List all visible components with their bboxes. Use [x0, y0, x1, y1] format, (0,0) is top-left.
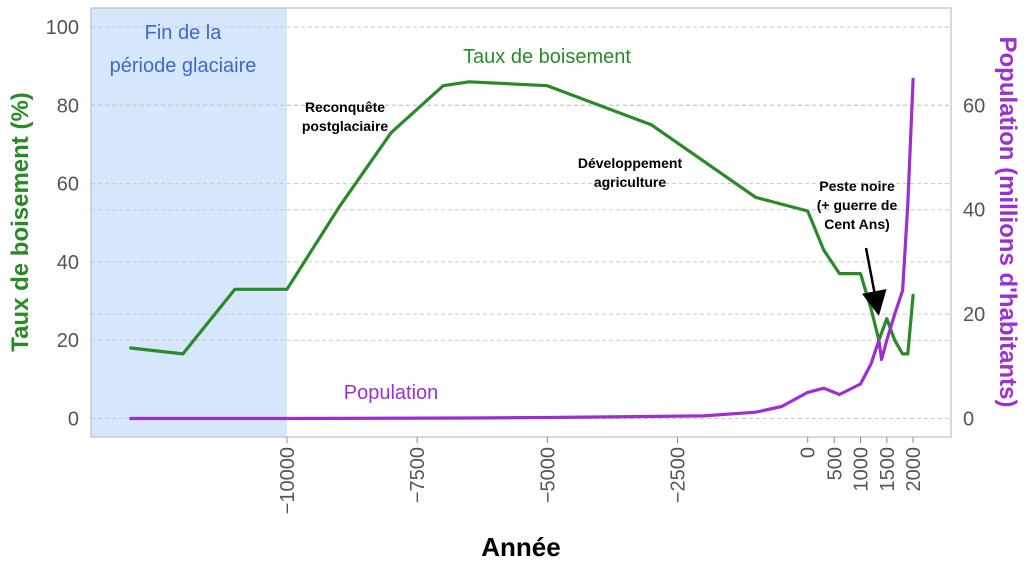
x-tick-label: 0 — [798, 447, 820, 458]
y-left-axis-title: Taux de boisement (%) — [7, 92, 34, 352]
y-left-tick-label: 0 — [68, 409, 79, 431]
y-right-tick-label: 40 — [963, 200, 985, 222]
glacial-period-band — [91, 8, 287, 437]
annotation-peste-line3: Cent Ans) — [824, 216, 890, 232]
x-tick-label: 1000 — [851, 447, 873, 492]
x-tick-label: −7500 — [407, 447, 429, 503]
y-right-tick-label: 60 — [963, 95, 985, 117]
population-line — [129, 77, 915, 421]
glacial-label-line2: période glaciaire — [110, 55, 257, 77]
annotation-reconquete-line1: Reconquête — [305, 99, 385, 115]
annotation-developpement-line2: agriculture — [594, 174, 667, 190]
y-right-tick-label: 0 — [963, 409, 974, 431]
y-right-tick-label: 20 — [963, 304, 985, 326]
x-tick-label: −5000 — [537, 447, 559, 503]
y-right-axis-title: Population (millions d'habitants) — [994, 36, 1021, 407]
plot-frame — [90, 7, 952, 438]
annotation-peste-line2: (+ guerre de — [817, 197, 898, 213]
x-tick-label: 500 — [824, 447, 846, 480]
y-left-tick-label: 80 — [57, 95, 79, 117]
glacial-label-line1: Fin de la — [145, 22, 223, 44]
x-tick-label: 2000 — [903, 447, 925, 492]
x-axis-title: Année — [481, 532, 560, 561]
population-series-label: Population — [344, 382, 439, 404]
annotation-developpement-line1: Développement — [578, 155, 683, 171]
annotation-reconquete-line2: postglaciaire — [302, 118, 389, 134]
annotation-peste-line1: Peste noire — [819, 178, 895, 194]
forest-series-label: Taux de boisement — [463, 46, 631, 68]
grid-layer — [90, 7, 952, 443]
glacial-band-layer — [91, 8, 287, 437]
series-layer — [129, 77, 915, 421]
x-tick-label: −10000 — [277, 447, 299, 514]
peste-noire-arrow — [861, 247, 887, 316]
y-left-tick-label: 40 — [57, 252, 79, 274]
x-tick-label: 1500 — [877, 447, 899, 492]
y-left-tick-label: 60 — [57, 174, 79, 196]
y-left-tick-label: 20 — [57, 330, 79, 352]
x-tick-label: −2500 — [668, 447, 690, 503]
text-layer: −10000 −7500 −5000 −2500 0 500 1000 1500 2000020… — [7, 17, 1021, 561]
y-left-tick-label: 100 — [46, 17, 79, 39]
